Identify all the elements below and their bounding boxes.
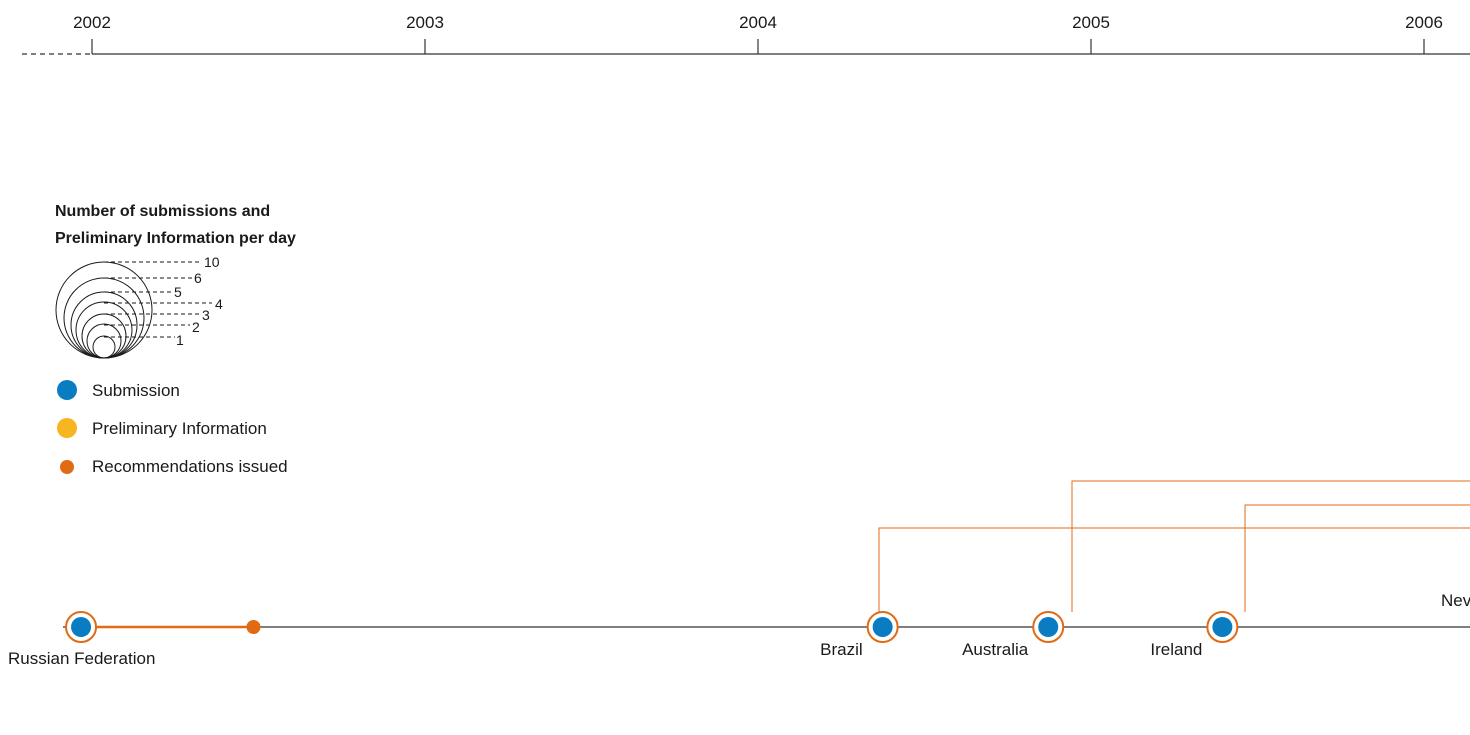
event-label-australia: Australia [962, 640, 1029, 659]
legend-preliminary-swatch [57, 418, 77, 438]
size-label-4: 4 [215, 296, 223, 312]
year-axis: 2002 2003 2004 2005 2006 [22, 13, 1470, 55]
event-label-russian-federation: Russian Federation [8, 649, 155, 668]
legend-submission-swatch [57, 380, 77, 400]
legend-submission-label: Submission [92, 381, 180, 400]
year-label-2005: 2005 [1072, 13, 1110, 32]
size-leaders [104, 261, 212, 338]
year-label-2004: 2004 [739, 13, 777, 32]
size-label-3: 3 [202, 307, 210, 323]
submission-dot-brazil [872, 617, 893, 637]
event-label-brazil: Brazil [820, 640, 863, 659]
size-circle-4 [75, 301, 133, 359]
size-label-2: 2 [192, 319, 200, 335]
size-circle-10 [55, 261, 153, 359]
legend-title-line2: Preliminary Information per day [55, 230, 296, 247]
connector-australia [1071, 480, 1470, 612]
event-label-nev: Nev [1441, 591, 1470, 610]
size-circle-2 [86, 323, 122, 359]
legend: Number of submissions and Preliminary In… [55, 203, 296, 476]
legend-preliminary-label: Preliminary Information [92, 419, 267, 438]
recommendation-dot-russian-federation [246, 620, 261, 634]
year-label-2006: 2006 [1405, 13, 1443, 32]
size-scale [55, 261, 153, 359]
legend-recommendation-label: Recommendations issued [92, 457, 288, 476]
connector-brazil [878, 527, 1470, 612]
size-labels: 10 6 5 4 3 2 1 [174, 254, 223, 348]
year-label-2003: 2003 [406, 13, 444, 32]
submission-dot-ireland [1212, 617, 1233, 637]
size-label-1: 1 [176, 332, 184, 348]
submission-dot-australia [1038, 617, 1059, 637]
size-label-6: 6 [194, 270, 202, 286]
size-label-5: 5 [174, 284, 182, 300]
connector-ireland [1244, 504, 1470, 612]
year-label-2002: 2002 [73, 13, 111, 32]
submission-dot-russian-federation [71, 617, 92, 637]
legend-title-line1: Number of submissions and [55, 203, 270, 220]
timeline-events: Russian Federation Brazil Australia Ireland… [8, 591, 1470, 668]
event-label-ireland: Ireland [1150, 640, 1202, 659]
size-circle-6 [63, 277, 145, 359]
year-ticks: 2002 2003 2004 2005 2006 [73, 13, 1443, 54]
recommendation-connectors [878, 480, 1470, 612]
size-circle-1 [92, 335, 116, 359]
size-label-10: 10 [204, 254, 220, 270]
legend-recommendation-swatch [60, 460, 74, 474]
